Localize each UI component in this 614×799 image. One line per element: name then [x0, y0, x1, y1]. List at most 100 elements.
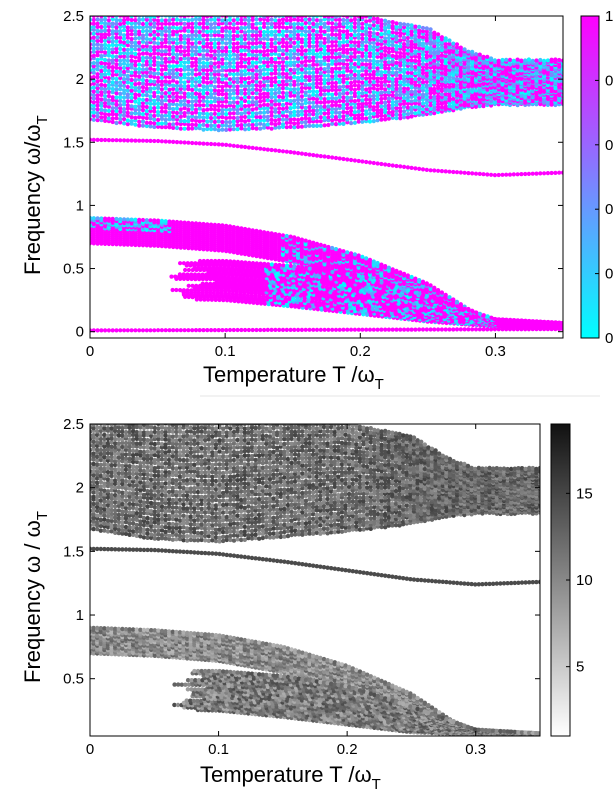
data-point: [125, 25, 130, 30]
data-point: [197, 119, 202, 124]
data-point: [436, 46, 441, 51]
data-point: [235, 45, 240, 50]
data-point: [349, 39, 354, 45]
data-point: [375, 72, 380, 77]
data-point: [318, 54, 323, 59]
data-point: [284, 91, 289, 96]
data-point: [231, 115, 236, 120]
data-point: [201, 17, 206, 22]
data-point: [318, 66, 323, 71]
data-point: [428, 69, 433, 74]
data-point: [235, 61, 240, 66]
data-point: [159, 121, 164, 126]
data-point: [156, 90, 161, 95]
data-point: [303, 48, 308, 53]
data-point: [367, 89, 373, 94]
data-point: [95, 83, 100, 88]
data-point: [186, 60, 191, 65]
data-point: [227, 61, 233, 66]
data-point: [243, 57, 248, 62]
data-point: [250, 29, 255, 34]
data-point: [90, 31, 93, 36]
data-point: [156, 66, 161, 72]
data-point: [140, 85, 146, 90]
data-point: [220, 52, 225, 58]
data-point: [311, 24, 316, 29]
data-point: [193, 107, 199, 112]
data-point: [265, 125, 270, 130]
data-point: [379, 100, 384, 105]
data-point: [122, 69, 127, 74]
data-point: [106, 108, 111, 113]
data-point: [314, 153, 320, 158]
data-point: [277, 63, 282, 68]
data-point: [110, 101, 115, 106]
data-point: [224, 33, 229, 38]
data-point: [103, 72, 108, 77]
data-point: [205, 141, 210, 146]
data-point: [265, 41, 270, 46]
data-point: [326, 20, 331, 26]
data-point: [443, 169, 448, 174]
data-point: [292, 125, 297, 130]
data-point: [140, 93, 146, 98]
data-point: [333, 84, 339, 89]
data-point: [182, 60, 187, 65]
data-point: [371, 58, 376, 64]
data-point: [330, 99, 335, 104]
data-point: [186, 37, 191, 43]
data-point: [349, 80, 354, 85]
data-point: [227, 107, 233, 112]
data-point: [432, 94, 437, 99]
data-point: [182, 98, 187, 103]
data-point: [371, 45, 376, 50]
data-point: [118, 109, 123, 114]
data-point: [307, 47, 312, 53]
data-point: [303, 37, 308, 42]
data-point: [307, 116, 312, 122]
data-point: [167, 40, 172, 45]
data-point: [345, 66, 350, 71]
data-point: [458, 170, 463, 175]
data-point: [197, 67, 202, 73]
data-point: [140, 17, 146, 22]
data-point: [322, 77, 327, 83]
data-point: [159, 125, 164, 130]
data-point: [284, 68, 289, 73]
data-point: [95, 50, 100, 55]
data-point: [209, 127, 214, 132]
data-point: [345, 35, 350, 40]
data-point: [212, 107, 217, 112]
data-point: [326, 55, 331, 60]
data-point: [322, 40, 327, 45]
data-point: [420, 56, 426, 61]
data-point: [307, 16, 312, 18]
data-point: [436, 38, 441, 43]
data-point: [333, 17, 339, 22]
data-point: [337, 47, 342, 52]
data-point: [227, 57, 233, 62]
data-point: [379, 31, 384, 37]
data-point: [265, 71, 270, 76]
data-point: [163, 71, 168, 76]
data-point: [110, 29, 115, 34]
data-point: [326, 111, 331, 116]
data-point: [303, 90, 308, 95]
data-point: [349, 61, 354, 66]
data-point: [167, 80, 172, 85]
data-point: [420, 68, 426, 73]
data-point: [178, 95, 183, 100]
data-point: [178, 122, 183, 127]
data-point: [458, 45, 463, 50]
data-point: [337, 121, 342, 126]
data-point: [250, 68, 255, 73]
data-point: [307, 123, 312, 128]
data-point: [420, 25, 426, 31]
data-point: [318, 110, 323, 116]
data-point: [318, 81, 323, 86]
data-point: [447, 38, 452, 43]
data-point: [299, 25, 304, 31]
data-point: [394, 70, 399, 75]
data-point: [420, 29, 426, 34]
data-point: [284, 36, 289, 41]
